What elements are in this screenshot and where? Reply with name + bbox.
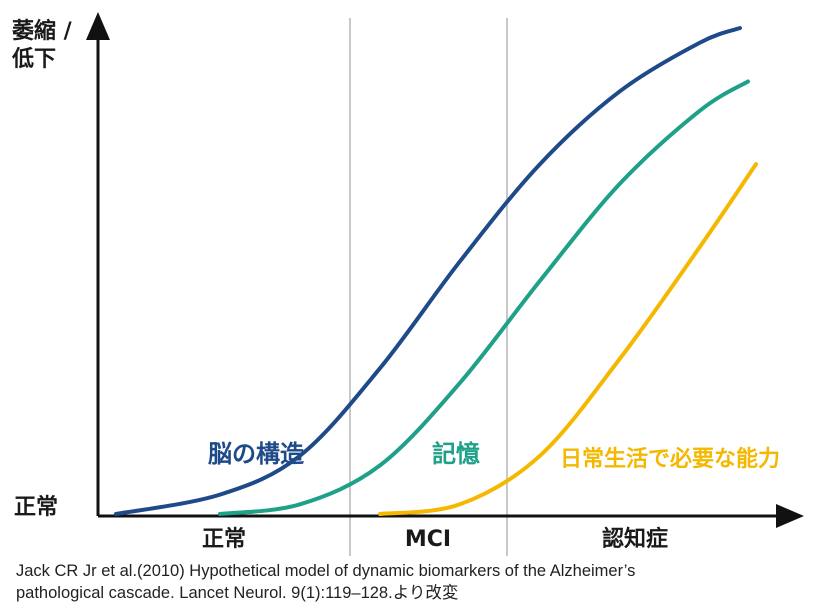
series-label-memory: 記憶 — [432, 440, 480, 468]
stage-label-dementia: 認知症 — [602, 526, 668, 552]
stage-label-mci: MCI — [405, 527, 451, 552]
series-line-brain-structure — [114, 26, 742, 516]
series-label-brain-structure: 脳の構造 — [208, 440, 304, 468]
series-label-daily-function: 日常生活で必要な能力 — [560, 446, 780, 472]
y-axis-arrow — [86, 12, 110, 40]
y-axis-label-line2: 低下 — [11, 47, 56, 72]
series-line-daily-function — [378, 162, 758, 516]
citation-line-1: Jack CR Jr et al.(2010) Hypothetical mod… — [16, 562, 636, 580]
stage-label-normal: 正常 — [202, 526, 246, 552]
y-axis-baseline-label: 正常 — [14, 494, 58, 520]
x-axis-arrow — [776, 504, 804, 528]
chart-area: 萎縮 / 低下 正常 正常 MCI 認知症 脳の構造 記憶 日常生活で必要な能力 — [11, 12, 804, 556]
y-axis-label-line1: 萎縮 / — [12, 18, 73, 44]
citation-caption: Jack CR Jr et al.(2010) Hypothetical mod… — [16, 560, 826, 604]
series-line-memory — [218, 79, 750, 516]
citation-line-2: pathological cascade. Lancet Neurol. 9(1… — [16, 584, 459, 602]
